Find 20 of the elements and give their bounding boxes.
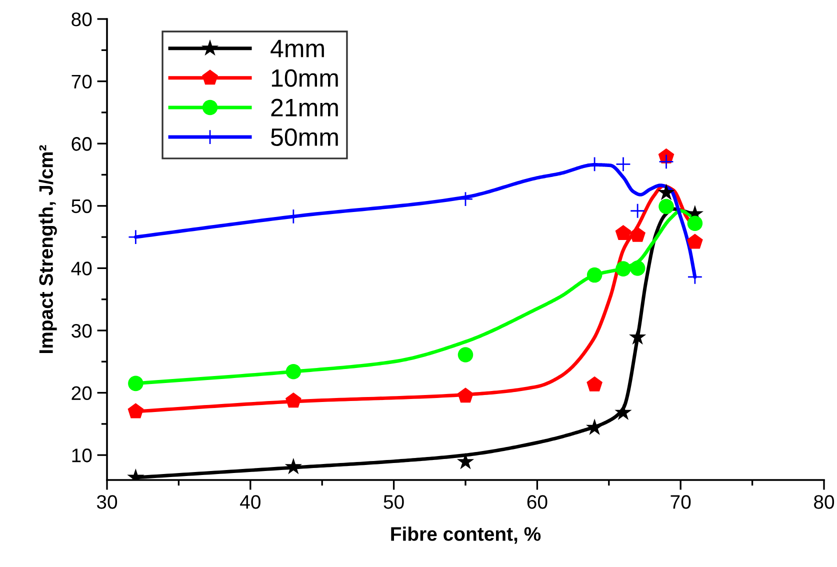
y-tick-label: 70 <box>72 74 92 89</box>
x-axis-title: Fibre content, % <box>391 526 541 544</box>
x-tick-label: 80 <box>814 495 834 509</box>
x-tick-label: 50 <box>384 495 404 509</box>
legend-label: 21mm <box>271 98 338 116</box>
y-axis-title: Impact Strength, J/cm² <box>38 145 57 353</box>
x-tick-label: 30 <box>96 495 118 509</box>
y-tick-label: 30 <box>72 324 92 338</box>
x-tick-label: 40 <box>240 495 260 509</box>
x-tick-label: 70 <box>670 495 691 509</box>
legend-label: 4mm <box>270 40 324 58</box>
y-tick-label: 20 <box>72 386 92 400</box>
y-tick-label: 80 <box>72 12 92 26</box>
legend-label: 10mm <box>272 69 338 87</box>
y-tick-label: 50 <box>72 199 92 214</box>
y-tick-label: 10 <box>72 448 92 462</box>
x-tick-label: 60 <box>527 495 548 509</box>
legend-label: 50mm <box>271 128 338 146</box>
y-tick-label: 40 <box>71 262 92 276</box>
y-tick-label: 60 <box>72 137 92 151</box>
